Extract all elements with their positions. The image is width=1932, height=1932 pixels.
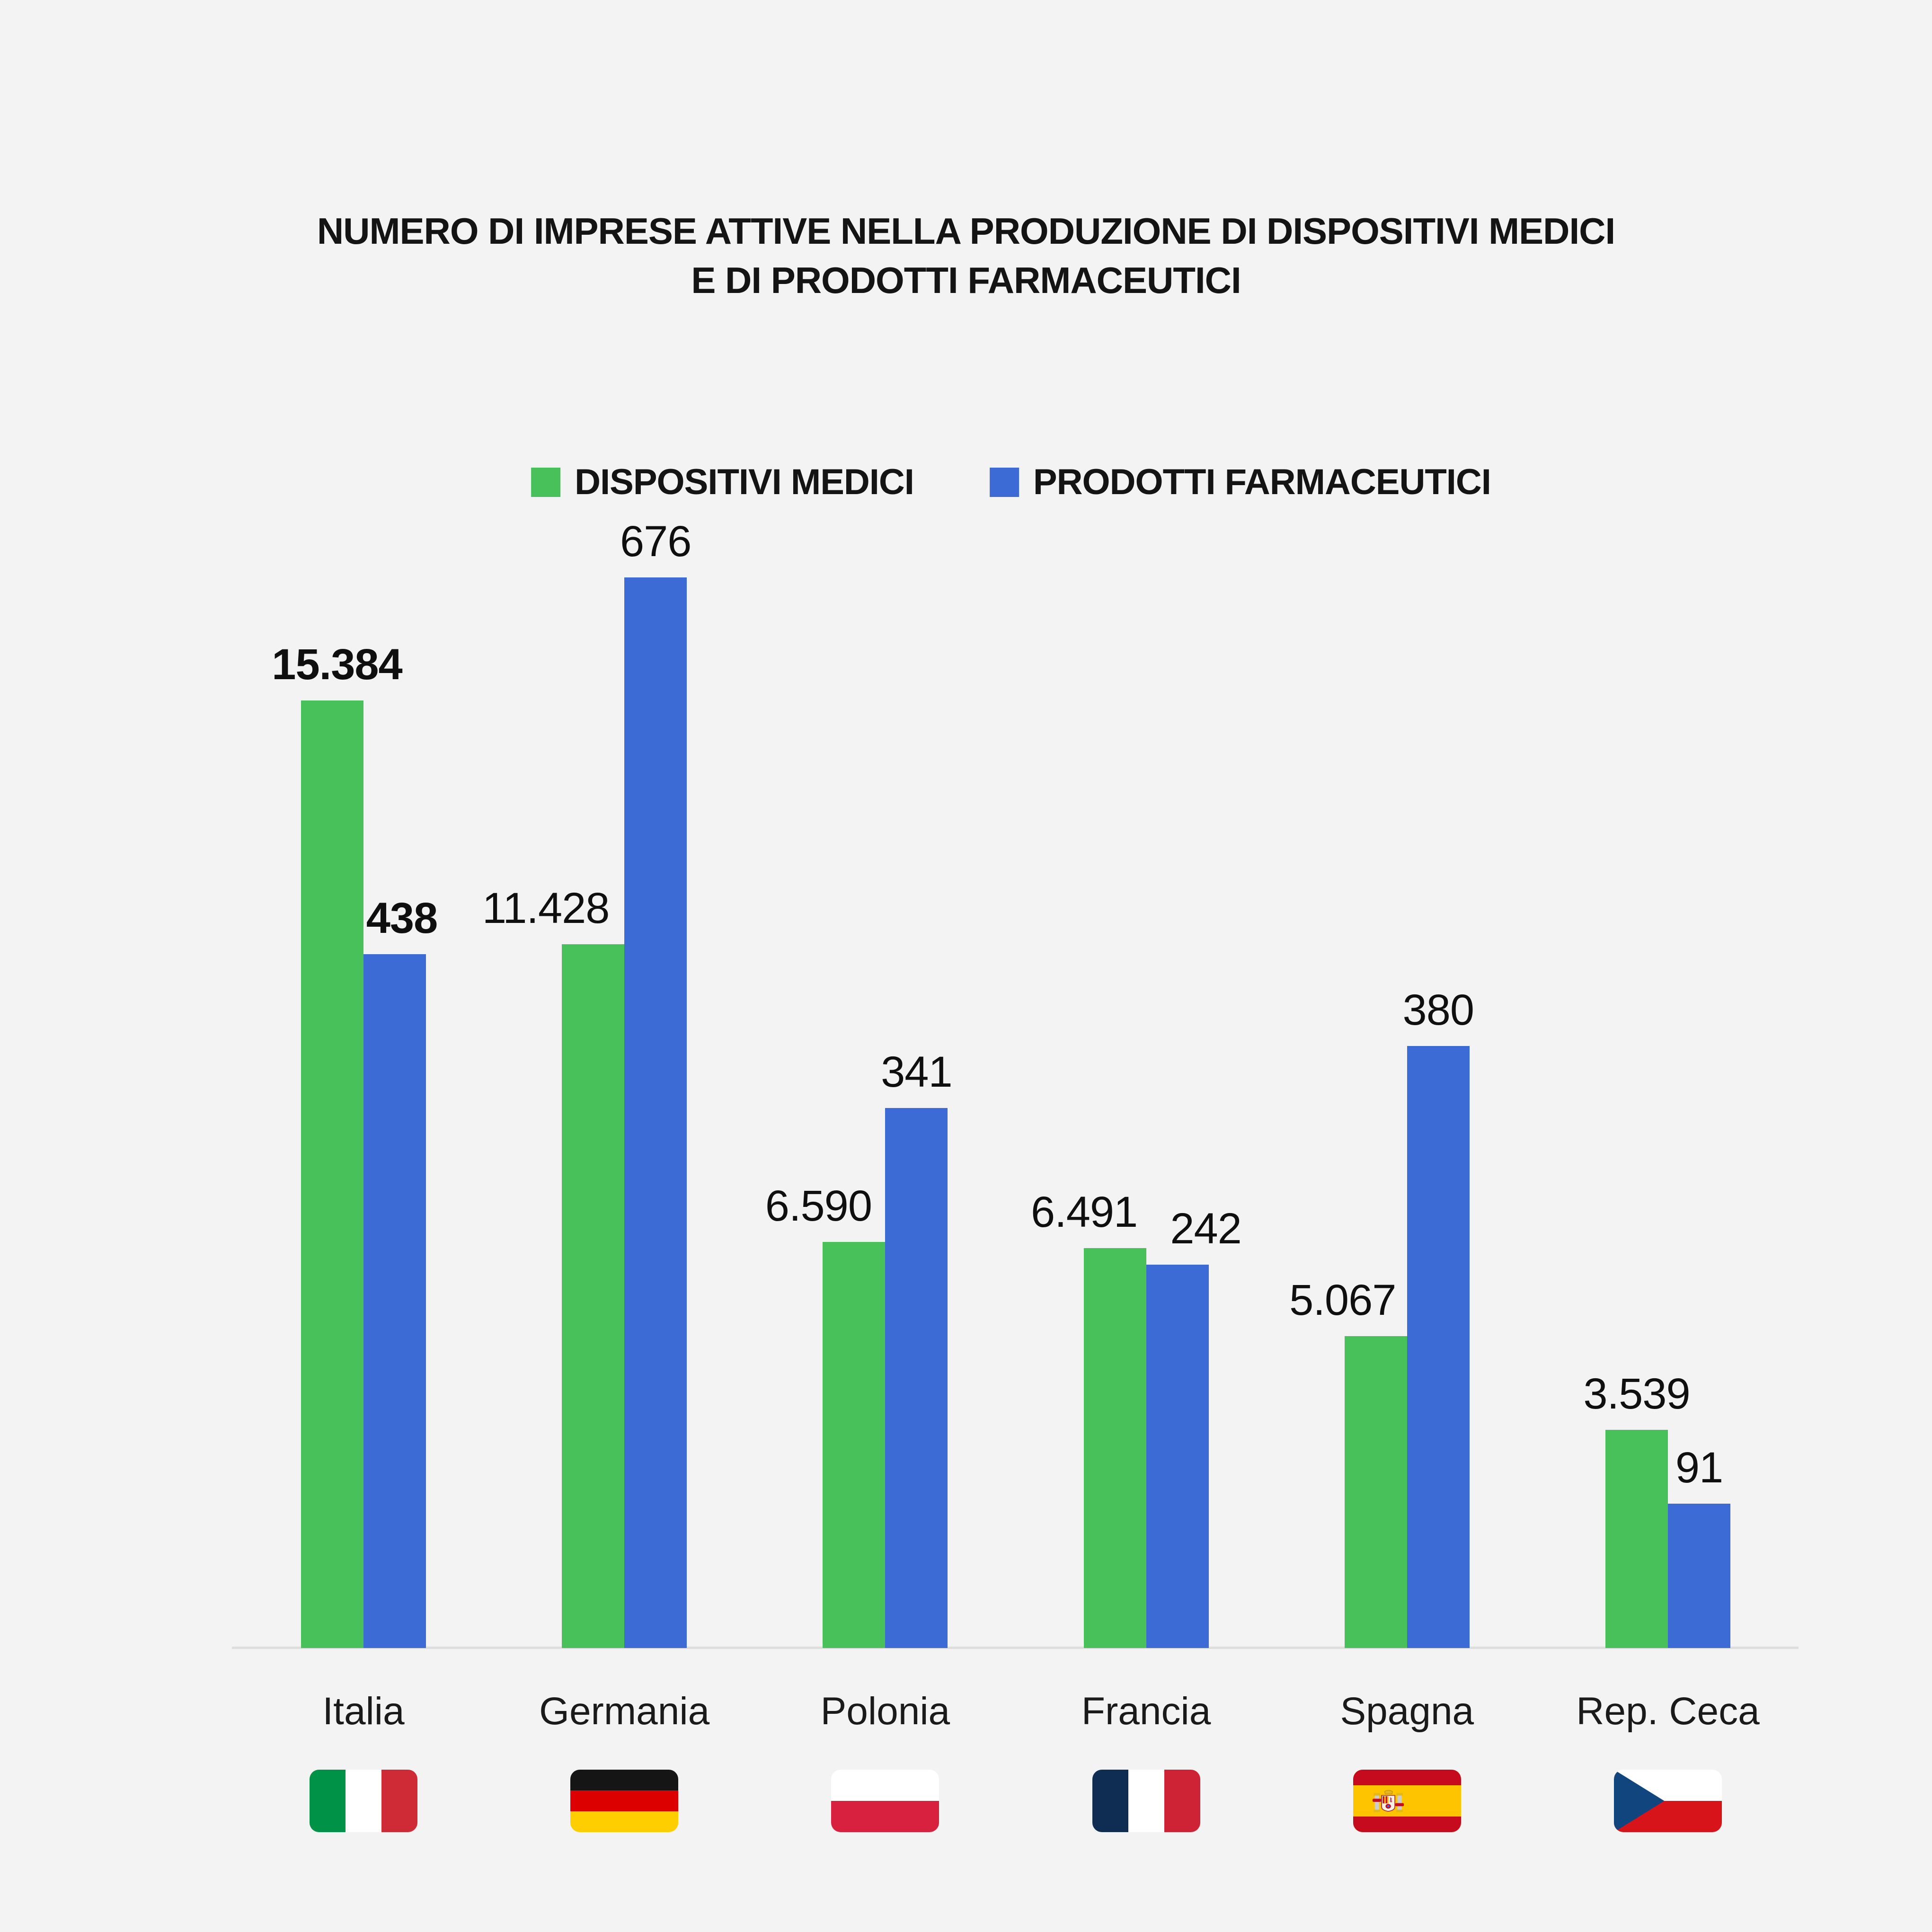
- page-title-line1: NUMERO DI IMPRESE ATTIVE NELLA PRODUZION…: [317, 210, 1615, 252]
- bar-prodotti-farmaceutici-poland: [885, 1108, 948, 1648]
- bar-value-label-dispositivi-medici-poland: 6.590: [765, 1182, 872, 1230]
- bar-value-label-prodotti-farmaceutici-germany: 676: [620, 517, 691, 566]
- flag-germany-icon: [570, 1770, 679, 1832]
- bar-value-label-dispositivi-medici-italy: 15.384: [272, 640, 402, 689]
- flag-czech-republic-icon: [1614, 1770, 1722, 1832]
- x-axis-label-italy: Italia: [322, 1690, 405, 1733]
- legend: DISPOSITIVI MEDICI PRODOTTI FARMACEUTICI: [531, 461, 1491, 503]
- x-axis-label-spain: Spagna: [1340, 1690, 1474, 1733]
- bar-value-label-prodotti-farmaceutici-spain: 380: [1402, 986, 1474, 1034]
- bar-prodotti-farmaceutici-germany: [624, 577, 687, 1648]
- bar-prodotti-farmaceutici-spain: [1407, 1046, 1470, 1648]
- legend-swatch-blue-icon: [989, 467, 1019, 497]
- page-title: NUMERO DI IMPRESE ATTIVE NELLA PRODUZION…: [0, 206, 1932, 305]
- bar-dispositivi-medici-spain: [1344, 1336, 1407, 1648]
- flag-france-icon: [1092, 1770, 1200, 1832]
- x-axis-baseline: [232, 1647, 1799, 1649]
- legend-item-dispositivi-medici: DISPOSITIVI MEDICI: [531, 461, 914, 503]
- x-axis-label-poland: Polonia: [820, 1690, 950, 1733]
- bar-dispositivi-medici-germany: [562, 944, 625, 1648]
- bar-value-label-prodotti-farmaceutici-czech-republic: 91: [1675, 1444, 1723, 1492]
- bar-dispositivi-medici-france: [1083, 1248, 1146, 1648]
- legend-item-prodotti-farmaceutici: PRODOTTI FARMACEUTICI: [989, 461, 1491, 503]
- flag-italy-icon: [310, 1770, 417, 1832]
- page-title-line2: E DI PRODOTTI FARMACEUTICI: [691, 259, 1241, 301]
- bar-dispositivi-medici-poland: [823, 1242, 886, 1648]
- bar-value-label-dispositivi-medici-france: 6.491: [1030, 1188, 1138, 1236]
- x-axis-label-czech-republic: Rep. Ceca: [1576, 1690, 1760, 1733]
- bar-dispositivi-medici-czech-republic: [1605, 1430, 1668, 1648]
- bar-prodotti-farmaceutici-italy: [363, 954, 426, 1648]
- legend-label: DISPOSITIVI MEDICI: [575, 462, 914, 502]
- bar-value-label-dispositivi-medici-spain: 5.067: [1289, 1276, 1396, 1324]
- bar-value-label-dispositivi-medici-germany: 11.428: [482, 884, 610, 932]
- x-axis-label-germany: Germania: [539, 1690, 710, 1733]
- legend-swatch-green-icon: [531, 467, 561, 497]
- bar-value-label-prodotti-farmaceutici-italy: 438: [366, 894, 438, 942]
- bar-value-label-prodotti-farmaceutici-france: 242: [1170, 1205, 1241, 1253]
- bar-prodotti-farmaceutici-france: [1146, 1265, 1209, 1648]
- bar-dispositivi-medici-italy: [301, 700, 363, 1648]
- bar-prodotti-farmaceutici-czech-republic: [1668, 1504, 1730, 1648]
- x-axis-label-france: Francia: [1081, 1690, 1211, 1733]
- legend-label: PRODOTTI FARMACEUTICI: [1033, 462, 1491, 502]
- flag-spain-icon: [1353, 1770, 1461, 1832]
- flag-poland-icon: [831, 1770, 939, 1832]
- bar-value-label-dispositivi-medici-czech-republic: 3.539: [1583, 1370, 1690, 1418]
- bar-value-label-prodotti-farmaceutici-poland: 341: [881, 1048, 952, 1096]
